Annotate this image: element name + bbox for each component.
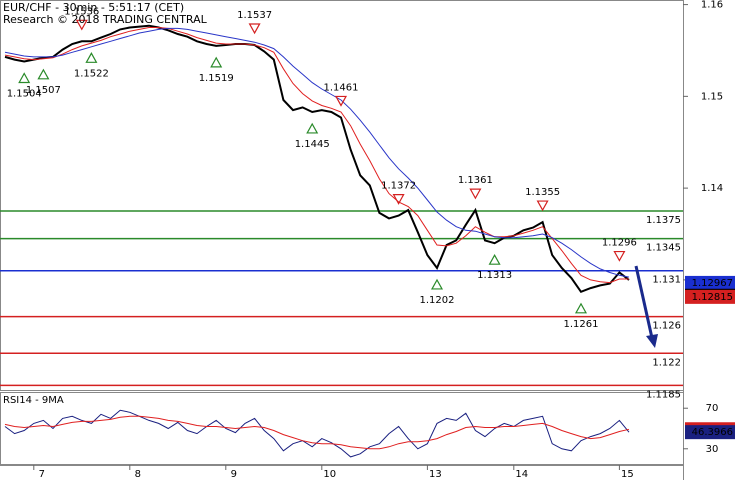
y-tick-label: 30 (706, 444, 719, 455)
price-tag-label: 1.12967 (692, 278, 733, 289)
y-tick-label: 70 (706, 403, 719, 414)
pivot-low-marker (18, 72, 31, 84)
x-tick-label: 15 (621, 469, 634, 480)
price-tag (685, 425, 735, 440)
level-label: 1.126 (652, 321, 681, 332)
y-tick-label: 1.16 (701, 0, 723, 11)
pivot-high-marker (469, 188, 482, 200)
price-tag (685, 275, 735, 290)
rsi-frame (0, 392, 684, 465)
series-line (4, 24, 630, 294)
pivot-label: 1.1537 (237, 10, 272, 21)
series-line (4, 415, 630, 450)
pivot-label: 1.1361 (458, 175, 493, 186)
pivot-high-marker (392, 194, 405, 205)
pivot-high-marker (248, 23, 261, 35)
pivot-label: 1.1372 (381, 181, 416, 192)
pivot-label: 1.1461 (324, 82, 359, 93)
pivot-low-marker (306, 122, 319, 134)
main-frame (0, 0, 684, 391)
level-label: 1.1375 (646, 215, 681, 226)
x-tick-label: 8 (135, 469, 141, 480)
projection-arrow (634, 265, 654, 339)
pivot-label: 1.1313 (477, 270, 512, 281)
pivot-label: 1.1507 (26, 85, 61, 96)
pivot-high-marker (334, 95, 348, 107)
y-tick-label: 1.15 (701, 91, 723, 102)
pivot-label: 1.1296 (602, 238, 637, 249)
series-line (4, 27, 629, 284)
x-tick-label: 10 (323, 469, 336, 480)
pivot-label: 1.1536 (64, 6, 99, 17)
pivot-label: 1.1355 (525, 187, 560, 198)
pivot-label: 1.1202 (420, 295, 455, 306)
pivot-low-marker (210, 56, 223, 68)
pivot-low-marker (574, 302, 588, 314)
level-label: 1.131 (652, 275, 681, 286)
level-label: 1.122 (652, 357, 681, 368)
level-label: 1.1345 (646, 243, 681, 254)
x-tick-label: 14 (515, 469, 528, 480)
pivot-low-marker (85, 52, 98, 63)
pivot-low-marker (37, 68, 50, 80)
pivot-label: 1.1261 (564, 319, 599, 330)
rsi-title: RSI14 - 9MA (3, 395, 64, 406)
pivot-label: 1.1519 (199, 73, 234, 84)
pivot-label: 1.1522 (74, 68, 109, 79)
pivot-label: 1.1445 (295, 139, 330, 150)
x-tick-label: 7 (39, 469, 45, 480)
pivot-high-marker (613, 250, 626, 262)
series-line (4, 409, 630, 458)
plot-layer: 7 8 9 10 13 14 15 1.1375 1.1345 1.131 1.126 1.122 1.… (0, 6, 683, 480)
x-tick-label: 9 (231, 469, 237, 480)
chart-title: EUR/CHF - 30min - 5:51:17 (CET) (3, 1, 184, 14)
price-tag-label: 46.3966 (692, 427, 733, 438)
price-tag (685, 289, 735, 304)
series-line (4, 27, 630, 278)
projection-arrow-head (646, 334, 658, 348)
pivot-high-marker (536, 200, 549, 212)
pivot-high-marker (75, 19, 88, 31)
level-label: 1.1185 (646, 389, 681, 400)
price-tag-label: 1.12815 (692, 292, 733, 303)
pivot-low-marker (430, 278, 444, 290)
pivot-label: 1.1504 (7, 88, 42, 99)
pivot-low-marker (488, 253, 501, 265)
x-tick-label: 13 (429, 469, 442, 480)
chart-subtitle: Research © 2018 TRADING CENTRAL (3, 13, 208, 26)
y-tick-label: 1.14 (701, 183, 723, 194)
